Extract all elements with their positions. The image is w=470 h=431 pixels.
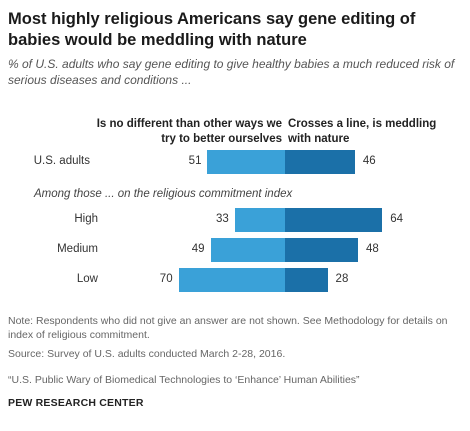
value-label-crosses-line-u-s-adults: 46 (362, 155, 376, 167)
report-title: “U.S. Public Wary of Biomedical Technolo… (8, 374, 360, 386)
chart-title: Most highly religious Americans say gene… (8, 10, 416, 49)
value-label-no-different-low: 70 (159, 273, 173, 285)
bar-crosses-line-high (285, 208, 383, 232)
series-right-header: Crosses a line, is meddling with nature (288, 118, 437, 145)
category-label-medium: Medium (57, 243, 98, 255)
category-label-u-s-adults: U.S. adults (33, 155, 90, 167)
value-label-crosses-line-high: 64 (390, 213, 404, 225)
value-label-no-different-medium: 49 (191, 243, 205, 255)
category-label-high: High (74, 213, 98, 225)
value-label-crosses-line-medium: 48 (365, 243, 379, 255)
bar-crosses-line-medium (285, 238, 358, 262)
publisher-footer: PEW RESEARCH CENTER (8, 397, 144, 409)
bar-no-different-medium (210, 238, 285, 262)
source-text: Source: Survey of U.S. adults conducted … (8, 348, 286, 360)
value-label-no-different-high: 33 (216, 213, 229, 225)
category-label-low: Low (76, 273, 98, 285)
note-text: Note: Respondents who did not give an an… (8, 315, 448, 341)
chart-subtitle: % of U.S. adults who say gene editing to… (8, 57, 455, 87)
group-subheader: Among those ... on the religious commitm… (34, 188, 293, 200)
bar-crosses-line-u-s-adults (285, 150, 355, 174)
bar-no-different-low (178, 268, 285, 292)
bar-no-different-u-s-adults (207, 150, 285, 174)
value-label-crosses-line-low: 28 (335, 273, 349, 285)
value-label-no-different-u-s-adults: 51 (188, 155, 202, 167)
series-left-header: Is no different than other ways we try t… (96, 118, 282, 145)
bar-crosses-line-low (285, 268, 328, 292)
bar-no-different-high (234, 208, 285, 232)
